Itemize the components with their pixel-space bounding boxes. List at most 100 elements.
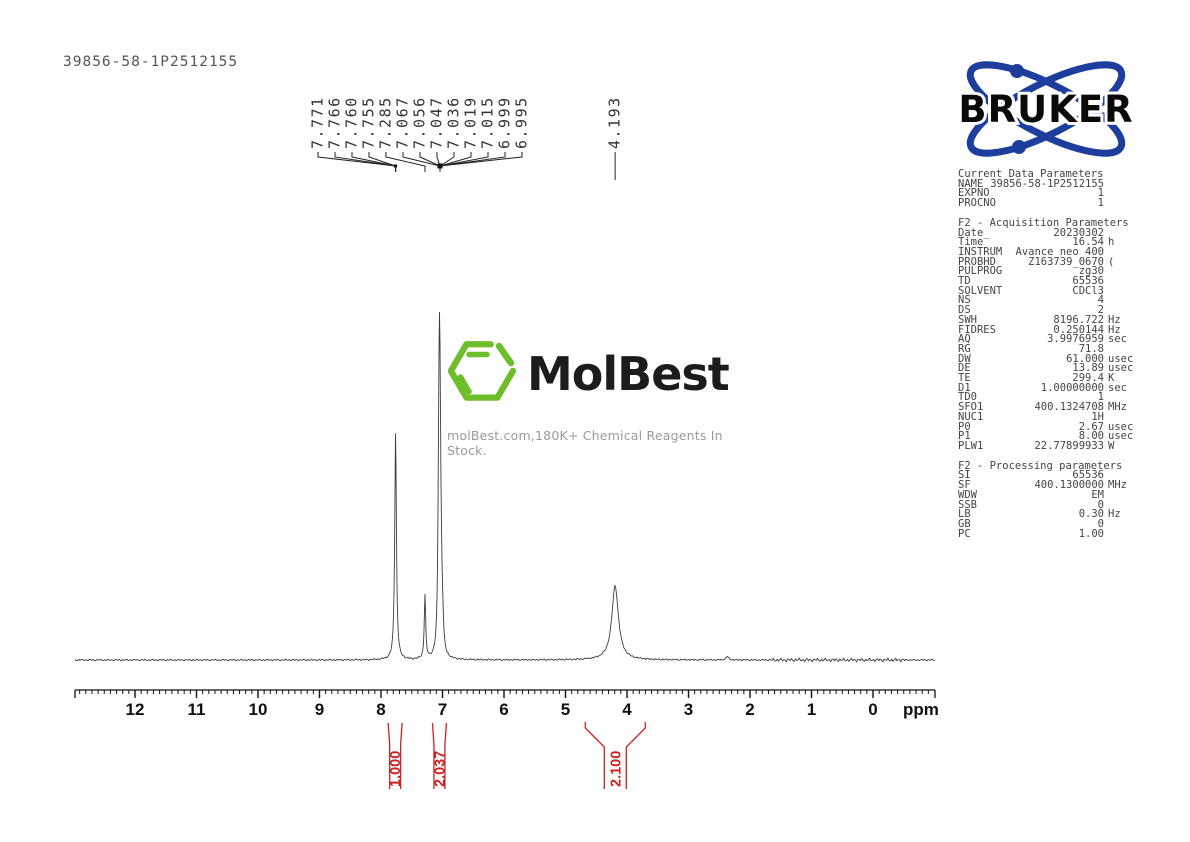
param-unit — [1104, 277, 1138, 287]
param-value: 400.1324708 — [1034, 401, 1104, 414]
peak-label: 7.067 — [394, 96, 412, 149]
param-name: INSTRUM — [958, 245, 1003, 258]
peak-leader-line — [439, 152, 523, 172]
param-row: PULPROG zg30 — [958, 265, 1138, 278]
param-row: TE 299.4 K — [958, 372, 1138, 385]
param-value: 39856-58-1P2512155 — [990, 177, 1104, 190]
axis-tick-label: 6 — [499, 700, 508, 719]
integral-bracket — [584, 722, 605, 789]
param-name: PC — [958, 527, 971, 540]
param-unit — [1104, 296, 1138, 306]
param-row: DE 13.89 usec — [958, 362, 1138, 375]
peak-leader-line — [439, 152, 455, 172]
param-unit — [1104, 199, 1138, 209]
param-row: P1 8.00 usec — [958, 430, 1138, 443]
leader-node — [394, 164, 398, 168]
param-name: EXPNO — [958, 187, 990, 200]
param-name: NAME — [958, 177, 984, 190]
param-value: 1.00000000 — [1040, 381, 1104, 394]
parameters-panel: Current Data Parameters NAME 39856-58-1P25… — [958, 169, 1138, 549]
param-value: 1 — [1097, 187, 1104, 200]
peak-leader-line — [385, 152, 426, 172]
param-name: RG — [958, 342, 971, 355]
param-row: PC 1.00 — [958, 527, 1138, 540]
param-unit: sec — [1108, 333, 1127, 346]
param-unit — [1104, 491, 1138, 501]
param-value: 0 — [1097, 498, 1104, 511]
param-unit: usec — [1108, 420, 1134, 433]
param-unit: sec — [1108, 381, 1127, 394]
param-value: 8.00 — [1078, 430, 1104, 443]
param-unit — [1104, 530, 1138, 540]
param-unit: MHz — [1108, 479, 1127, 492]
param-value: 3.9976959 — [1047, 333, 1104, 346]
param-row: GB 0 — [958, 517, 1138, 530]
peak-label: 7.285 — [377, 96, 395, 149]
param-unit: Hz — [1108, 323, 1121, 336]
param-value: 2.67 — [1078, 420, 1104, 433]
integral-bracket — [625, 722, 646, 789]
param-name: NS — [958, 294, 971, 307]
param-row: P0 2.67 usec — [958, 420, 1138, 433]
param-row: Time 16.54 h — [958, 236, 1138, 249]
integral-bracket — [444, 722, 448, 789]
param-name: TE — [958, 372, 971, 385]
param-row: LB 0.30 Hz — [958, 508, 1138, 521]
param-row: PROCNO 1 — [958, 198, 1138, 209]
param-value: zg30 — [1078, 265, 1104, 278]
axis-tick-label: 9 — [315, 700, 324, 719]
integral-value: 2.100 — [608, 751, 624, 787]
param-unit: usec — [1108, 362, 1134, 375]
param-name: PLW1 — [958, 439, 984, 452]
axis-tick-label: 12 — [126, 700, 145, 719]
param-value: Avance neo 400 — [1015, 245, 1104, 258]
integral-marks: 1.000 2.037 2.100 — [387, 722, 646, 789]
param-value: 8196.722 — [1053, 313, 1104, 326]
param-name: TD0 — [958, 391, 977, 404]
param-unit: h — [1108, 236, 1115, 249]
param-value: 0.250144 — [1053, 323, 1104, 336]
axis-tick-label: 11 — [188, 700, 206, 719]
bruker-wordmark: BRUKER — [958, 88, 1133, 131]
param-row: SFO1 400.1324708 MHz — [958, 401, 1138, 414]
peak-label: 7.755 — [360, 96, 378, 149]
parameter-section: F2 - Processing parameters SI 65536 SF 400.1… — [958, 461, 1138, 540]
x-axis: 12 11 10 9 8 7 6 5 4 3 2 1 0 ppm — [74, 689, 939, 719]
param-name: FIDRES — [958, 323, 996, 336]
param-unit: K — [1108, 372, 1115, 385]
param-row: TD0 1 — [958, 391, 1138, 404]
axis-tick-label: 3 — [684, 700, 693, 719]
param-row: AQ 3.9976959 sec — [958, 333, 1138, 346]
param-unit — [1104, 180, 1138, 190]
peak-label: 7.771 — [309, 96, 327, 149]
peak-leader-line — [368, 152, 397, 172]
param-row: SI 65536 — [958, 470, 1138, 481]
peak-label: 7.015 — [479, 96, 497, 149]
param-value: 13.89 — [1072, 362, 1104, 375]
integral-bracket — [431, 722, 435, 789]
param-unit: MHz — [1108, 401, 1127, 414]
param-name: SFO1 — [958, 401, 984, 414]
param-row: SF 400.1300000 MHz — [958, 479, 1138, 492]
param-value: 1 — [1097, 391, 1104, 404]
param-value: 2 — [1097, 304, 1104, 317]
axis-tick-label: 0 — [868, 700, 877, 719]
peak-labels: 7.771 7.766 7.760 7.755 7.285 7.067 7.056 7.047… — [309, 96, 624, 180]
param-unit — [1104, 287, 1138, 297]
parameter-section: Current Data Parameters NAME 39856-58-1P25… — [958, 169, 1138, 209]
param-name: Date_ — [958, 226, 990, 239]
param-row: DS 2 — [958, 304, 1138, 317]
param-name: NUC1 — [958, 410, 984, 423]
param-name: LB — [958, 508, 971, 521]
param-value: 16.54 — [1072, 236, 1104, 249]
param-name: GB — [958, 517, 971, 530]
peak-label: 7.760 — [343, 96, 361, 149]
param-row: NS 4 — [958, 294, 1138, 307]
axis-tick-label: 4 — [622, 700, 632, 719]
param-row: NAME 39856-58-1P2512155 — [958, 177, 1138, 190]
param-name: PROBHD — [958, 255, 996, 268]
integral-bracket — [387, 722, 391, 789]
peak-label: 6.995 — [513, 96, 531, 149]
